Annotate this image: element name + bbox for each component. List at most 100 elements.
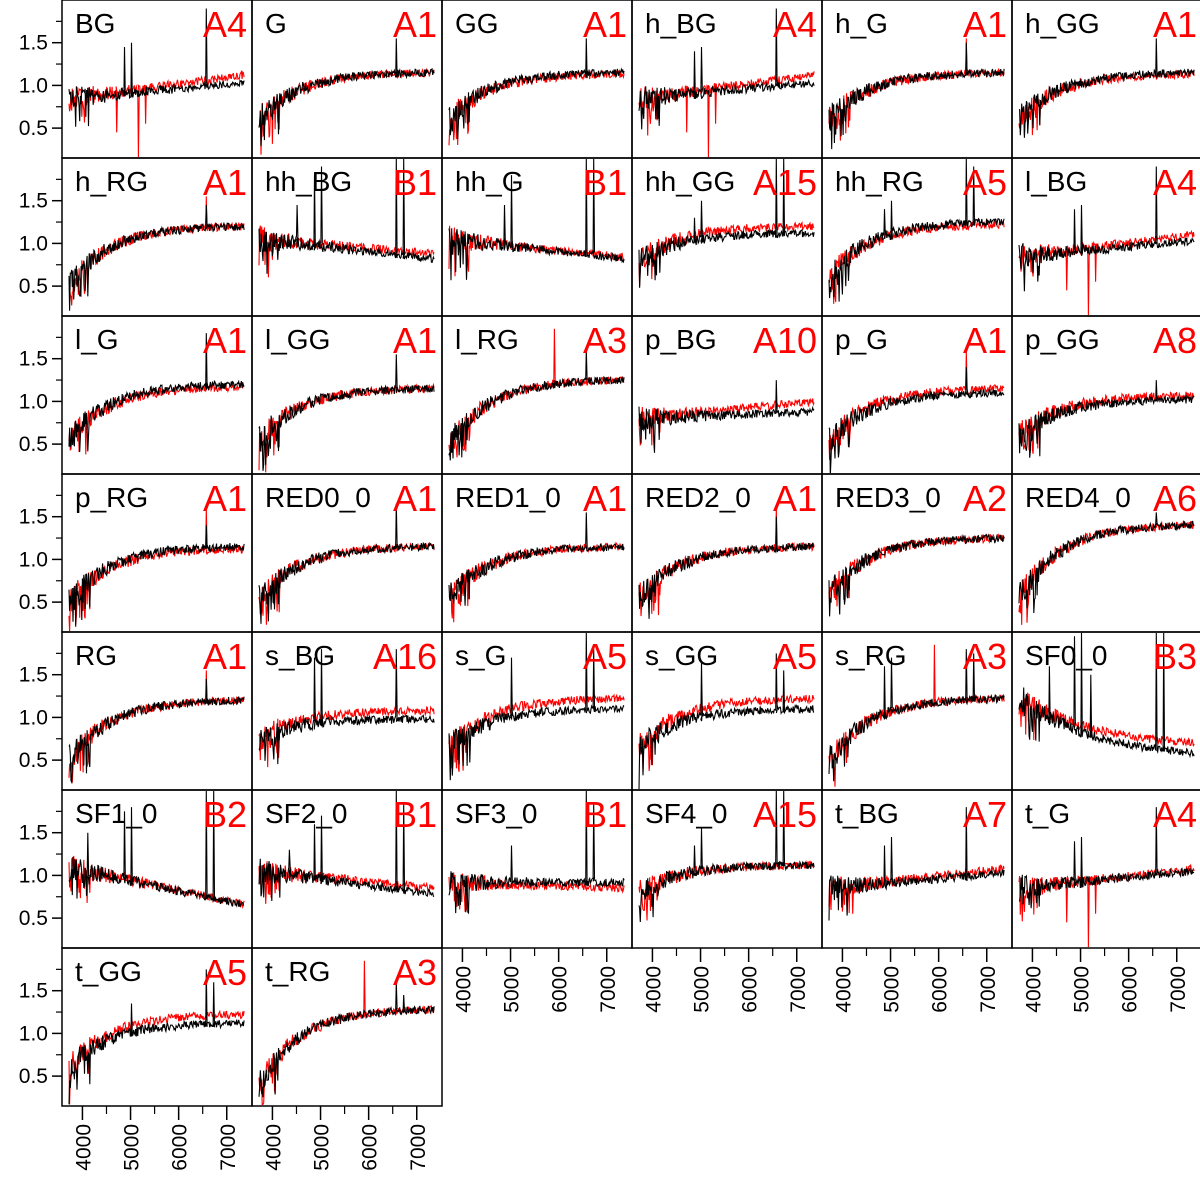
black-spectrum-line xyxy=(828,367,1005,473)
spectrum-panel: p_GG A8 xyxy=(1011,315,1200,475)
black-spectrum-line xyxy=(638,8,815,130)
black-spectrum-line xyxy=(828,159,1005,302)
spectrum-panel: RED4_0 A6 xyxy=(1011,473,1200,633)
black-spectrum-line xyxy=(68,8,245,127)
panel-name-label: hh_BG xyxy=(265,166,352,197)
spectrum-panel: SF3_0 B1 xyxy=(441,789,633,949)
panel-class-code-label: A3 xyxy=(963,636,1007,677)
panel-name-label: RG xyxy=(75,640,117,671)
panel-class-code-label: A5 xyxy=(963,162,1007,203)
spectrum-panel: t_GG A5 xyxy=(61,947,253,1107)
panel-class-code-label: A1 xyxy=(963,320,1007,361)
y-tick-label: 0.5 xyxy=(19,907,48,930)
y-tick-label: 1.0 xyxy=(19,390,48,413)
panel-class-code-label: A1 xyxy=(773,478,817,519)
black-spectrum-line xyxy=(1018,380,1195,458)
panel-class-code-label: A2 xyxy=(963,478,1007,519)
x-tick-label: 7000 xyxy=(597,966,620,1013)
y-tick-label: 1.5 xyxy=(19,506,48,529)
panel-class-code-label: A1 xyxy=(203,478,247,519)
panel-class-code-label: A1 xyxy=(393,320,437,361)
black-spectrum-line xyxy=(638,791,815,923)
x-tick-label: 5000 xyxy=(501,966,524,1013)
spectrum-panel: RED0_0 A1 xyxy=(251,473,443,633)
panel-class-code-label: A1 xyxy=(583,4,627,45)
spectrum-panel: p_BG A10 xyxy=(631,315,823,475)
panel-name-label: p_GG xyxy=(1025,324,1100,355)
panel-class-code-label: A6 xyxy=(1153,478,1197,519)
panel-name-label: t_RG xyxy=(265,956,330,987)
panel-name-label: s_BG xyxy=(265,640,335,671)
black-spectrum-line xyxy=(1018,512,1195,614)
black-spectrum-line xyxy=(258,159,435,274)
red-spectrum-line xyxy=(68,508,245,631)
panel-class-code-label: B1 xyxy=(583,794,627,835)
black-spectrum-line xyxy=(448,512,625,606)
panel-class-code-label: A1 xyxy=(203,636,247,677)
black-spectrum-line xyxy=(1018,807,1195,909)
red-spectrum-line xyxy=(828,38,1005,141)
panel-class-code-label: A1 xyxy=(393,478,437,519)
x-tick-label: 6000 xyxy=(169,1124,192,1171)
y-tick-label: 0.5 xyxy=(19,591,48,614)
red-spectrum-line xyxy=(448,872,625,912)
panel-class-code-label: A1 xyxy=(963,4,1007,45)
spectrum-panel: p_G A1 xyxy=(821,315,1013,475)
panel-name-label: p_G xyxy=(835,324,888,355)
panel-name-label: SF1_0 xyxy=(75,798,158,829)
black-spectrum-line xyxy=(448,791,625,915)
spectrum-panel: hh_GG A15 xyxy=(631,157,823,317)
spectrum-panel: l_RG A3 xyxy=(441,315,633,475)
black-spectrum-line xyxy=(448,159,625,281)
panel-name-label: h_BG xyxy=(645,8,717,39)
panel-frame xyxy=(251,947,443,1107)
spectrum-panel: GG A1 xyxy=(441,0,633,159)
red-spectrum-line xyxy=(828,350,1005,460)
red-spectrum-line xyxy=(638,508,815,617)
black-spectrum-line xyxy=(448,350,625,461)
black-spectrum-line xyxy=(1018,166,1195,292)
panel-class-code-label: A4 xyxy=(1153,162,1197,203)
panel-name-label: l_G xyxy=(75,324,119,355)
panel-class-code-label: A1 xyxy=(203,162,247,203)
panel-name-label: p_BG xyxy=(645,324,717,355)
spectrum-panel: BG A4 xyxy=(61,0,253,159)
panel-name-label: t_G xyxy=(1025,798,1070,829)
panel-class-code-label: A4 xyxy=(773,4,817,45)
panel-name-label: l_BG xyxy=(1025,166,1087,197)
panel-class-code-label: A16 xyxy=(373,636,437,677)
black-spectrum-line xyxy=(638,653,815,789)
black-spectrum-line xyxy=(258,38,435,147)
spectrum-panel: s_RG A3 xyxy=(821,631,1013,791)
red-spectrum-line xyxy=(68,69,245,157)
panel-class-code-label: B1 xyxy=(393,794,437,835)
y-tick-label: 1.0 xyxy=(19,548,48,571)
y-tick-label: 1.5 xyxy=(19,664,48,687)
x-tick-label: 5000 xyxy=(691,966,714,1013)
panel-name-label: hh_RG xyxy=(835,166,924,197)
black-spectrum-line xyxy=(258,354,435,471)
black-spectrum-line xyxy=(258,503,435,624)
panel-name-label: SF3_0 xyxy=(455,798,538,829)
panel-name-label: l_GG xyxy=(265,324,330,355)
black-spectrum-line xyxy=(828,533,1005,617)
y-tick-label: 1.0 xyxy=(19,74,48,97)
panel-name-label: h_GG xyxy=(1025,8,1100,39)
spectrum-panel: RG A1 xyxy=(61,631,253,791)
panel-name-label: t_BG xyxy=(835,798,899,829)
panel-name-label: h_RG xyxy=(75,166,148,197)
panel-name-label: BG xyxy=(75,8,115,39)
panel-name-label: G xyxy=(265,8,287,39)
black-spectrum-line xyxy=(258,649,435,765)
red-spectrum-line xyxy=(448,225,625,277)
panel-class-code-label: A1 xyxy=(203,320,247,361)
y-tick-label: 1.5 xyxy=(19,190,48,213)
black-spectrum-line xyxy=(638,516,815,619)
y-tick-label: 1.5 xyxy=(19,348,48,371)
red-spectrum-line xyxy=(68,1009,245,1105)
black-spectrum-line xyxy=(68,678,245,785)
y-tick-label: 1.5 xyxy=(19,32,48,55)
x-tick-label: 5000 xyxy=(881,966,904,1013)
x-tick-label: 6000 xyxy=(1119,966,1142,1013)
panel-name-label: RED3_0 xyxy=(835,482,941,513)
